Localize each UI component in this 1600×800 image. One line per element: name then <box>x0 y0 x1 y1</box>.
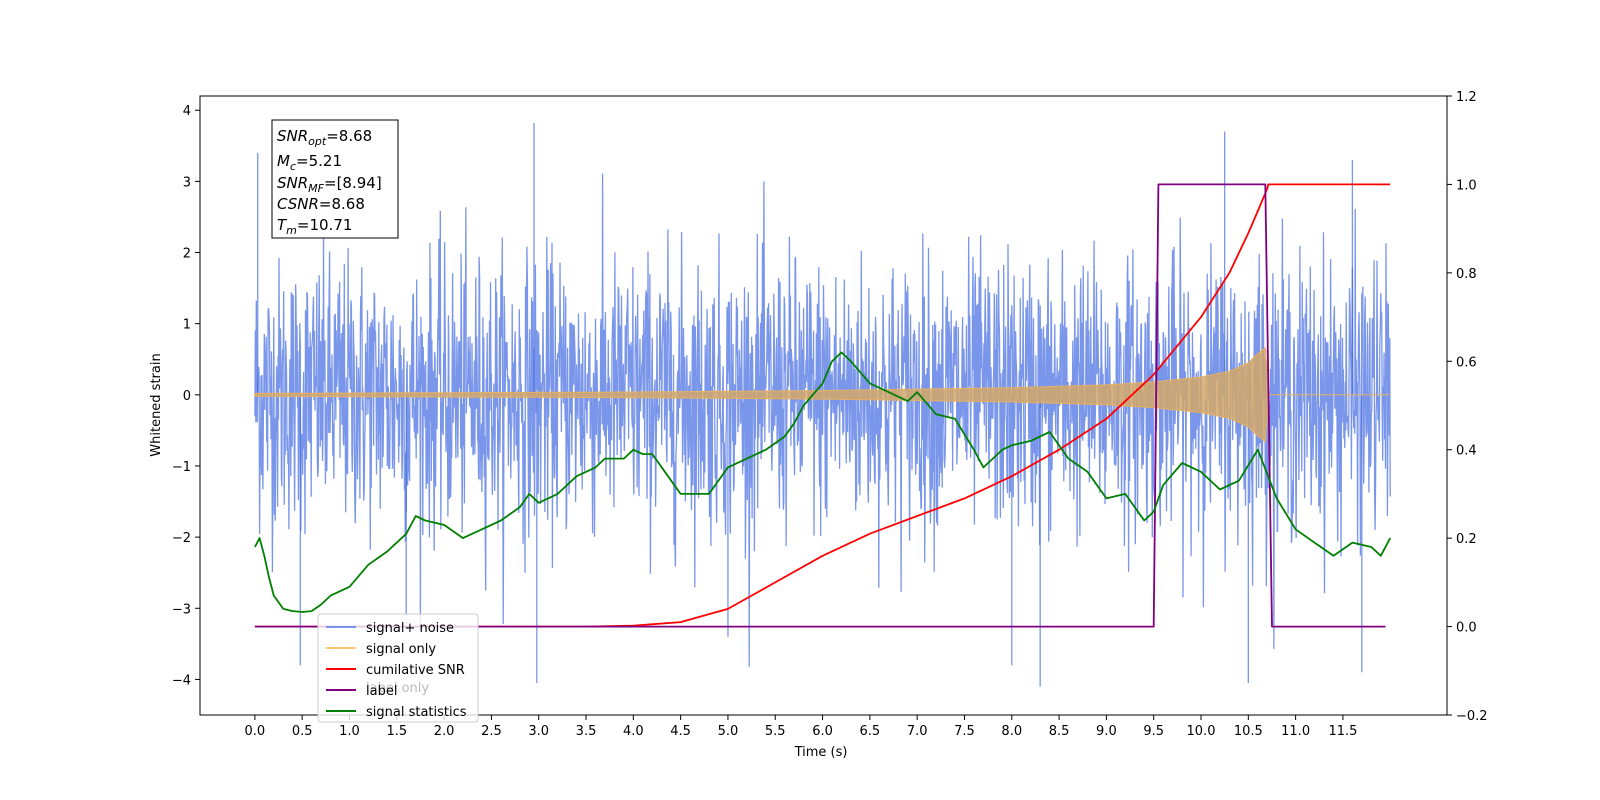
series-line-signal-statistics <box>254 351 1391 613</box>
x-tick-label: 2.5 <box>481 724 502 739</box>
x-tick-label: 10.5 <box>1234 724 1263 739</box>
y2-tick-label: 1.2 <box>1456 90 1477 105</box>
legend-label-signal-statistics: signal statistics <box>366 705 467 720</box>
x-tick-label: 9.5 <box>1143 724 1164 739</box>
legend-frame <box>317 613 479 723</box>
x-tick-label: 11.5 <box>1328 724 1357 739</box>
legend-hidden-label-only: label only <box>366 681 429 696</box>
y-tick-label: −4 <box>172 673 191 688</box>
y-tick-label: −2 <box>172 531 191 546</box>
info-csnr: CSNR=8.68 <box>277 195 365 213</box>
x-tick-label: 3.5 <box>576 724 597 739</box>
series-line-cumilative-snr <box>254 183 1391 628</box>
y2-tick-label: 0.8 <box>1456 267 1477 282</box>
info-snr-mf: SNRMF=[8.94] <box>277 174 382 195</box>
legend-label-label: label <box>366 684 397 699</box>
signal-only-envelope <box>254 346 1391 443</box>
y-tick-label: −3 <box>172 602 191 617</box>
info-snr-opt: SNRopt=8.68 <box>277 127 372 148</box>
x-tick-label: 9.0 <box>1096 724 1117 739</box>
x-axis-label: Time (s) <box>794 745 848 760</box>
y-axis-ticks: 4 3 2 1 0 −1 −2 −3 −4 <box>172 104 200 688</box>
y2-tick-label: −0.2 <box>1456 709 1488 724</box>
x-tick-label: 3.0 <box>528 724 549 739</box>
y2-tick-label: 0.2 <box>1456 532 1477 547</box>
x-tick-label: 4.0 <box>623 724 644 739</box>
y-tick-label: 3 <box>183 175 191 190</box>
signal-plus-noise-series <box>254 123 1391 687</box>
y-tick-label: 4 <box>183 104 191 119</box>
x-tick-label: 5.5 <box>765 724 786 739</box>
x-axis-ticks: 0.0 0.5 1.0 1.5 2.0 2.5 3.0 3.5 4.0 4.5 5.0 5.5 6.0 6… <box>245 715 1357 739</box>
noise-trace-line <box>254 173 1391 667</box>
y-tick-label: 2 <box>183 247 191 262</box>
x-tick-label: 7.0 <box>907 724 928 739</box>
x-tick-label: 7.5 <box>954 724 975 739</box>
x-tick-label: 8.0 <box>1001 724 1022 739</box>
info-box: SNRopt=8.68 Mc=5.21 SNRMF=[8.94] CSNR=8.… <box>271 119 399 239</box>
legend-label-signal-noise: signal+ noise <box>366 621 454 636</box>
x-tick-label: 6.0 <box>812 724 833 739</box>
y2-tick-label: 0.6 <box>1456 355 1477 370</box>
legend-label-cumulative-snr: cumilative SNR <box>366 663 465 678</box>
x-tick-label: 11.0 <box>1281 724 1310 739</box>
info-mc: Mc=5.21 <box>277 152 342 173</box>
x-tick-label: 4.5 <box>670 724 691 739</box>
legend-label-signal-only: signal only <box>366 642 436 657</box>
y2-tick-label: 0.4 <box>1456 444 1477 459</box>
legend: label only signal+ noise signal only cum… <box>317 613 479 723</box>
y-tick-label: 1 <box>183 318 191 333</box>
y-tick-label: 0 <box>183 389 191 404</box>
y2-tick-label: 1.0 <box>1456 178 1477 193</box>
y2-axis-ticks: 1.2 1.0 0.8 0.6 0.4 0.2 0.0 −0.2 <box>1447 90 1488 724</box>
x-tick-label: 8.5 <box>1049 724 1070 739</box>
signal-only-series <box>254 346 1391 443</box>
plot-area <box>254 123 1391 687</box>
y-axis-label: Whitened strain <box>149 353 164 456</box>
x-tick-label: 5.0 <box>718 724 739 739</box>
x-tick-label: 1.0 <box>339 724 360 739</box>
info-tm: Tm=10.71 <box>277 216 352 237</box>
x-tick-label: 2.0 <box>434 724 455 739</box>
x-tick-label: 10.0 <box>1187 724 1216 739</box>
x-tick-label: 6.5 <box>860 724 881 739</box>
y-tick-label: −1 <box>172 460 191 475</box>
y2-tick-label: 0.0 <box>1456 621 1477 636</box>
axes-frame <box>199 95 1448 716</box>
x-tick-label: 0.5 <box>292 724 313 739</box>
series-line-label <box>254 183 1386 628</box>
line-series-group <box>254 183 1391 628</box>
x-tick-label: 1.5 <box>386 724 407 739</box>
x-tick-label: 0.0 <box>245 724 266 739</box>
